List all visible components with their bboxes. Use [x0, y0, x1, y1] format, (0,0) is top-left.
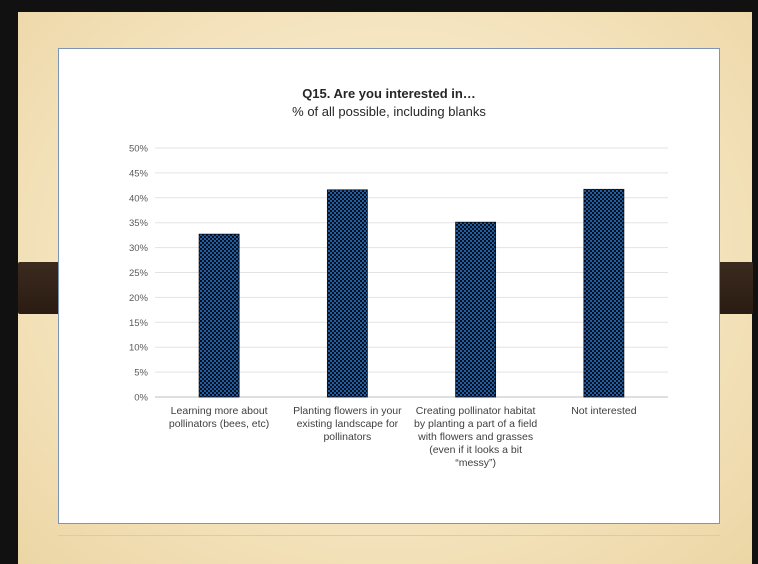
x-category-label: Learning more about pollinators (bees, e…	[168, 405, 270, 430]
y-tick-label: 50%	[129, 144, 149, 155]
chart-title: Q15. Are you interested in…	[302, 86, 476, 101]
y-tick-label: 30%	[129, 243, 149, 254]
bar	[455, 221, 497, 398]
y-tick-label: 5%	[134, 368, 148, 379]
y-tick-label: 45%	[129, 168, 149, 179]
y-tick-label: 40%	[129, 193, 149, 204]
left-frame-edge	[0, 0, 18, 564]
bar	[583, 188, 625, 398]
x-category-label: Planting flowers in your existing landsc…	[293, 405, 402, 443]
y-tick-label: 20%	[129, 293, 149, 304]
bar	[198, 233, 240, 398]
y-tick-label: 25%	[129, 268, 149, 279]
y-tick-label: 0%	[134, 393, 148, 404]
x-category-label: Creating pollinator habitat by planting …	[414, 405, 538, 469]
y-tick-label: 35%	[129, 218, 149, 229]
right-frame-edge	[752, 0, 758, 564]
card-underline	[58, 535, 720, 536]
y-tick-label: 10%	[129, 343, 149, 354]
y-tick-label: 15%	[129, 318, 149, 329]
top-frame-edge	[0, 0, 758, 12]
bar	[326, 189, 368, 398]
chart-subtitle: % of all possible, including blanks	[292, 104, 486, 119]
x-category-label: Not interested	[571, 405, 637, 417]
